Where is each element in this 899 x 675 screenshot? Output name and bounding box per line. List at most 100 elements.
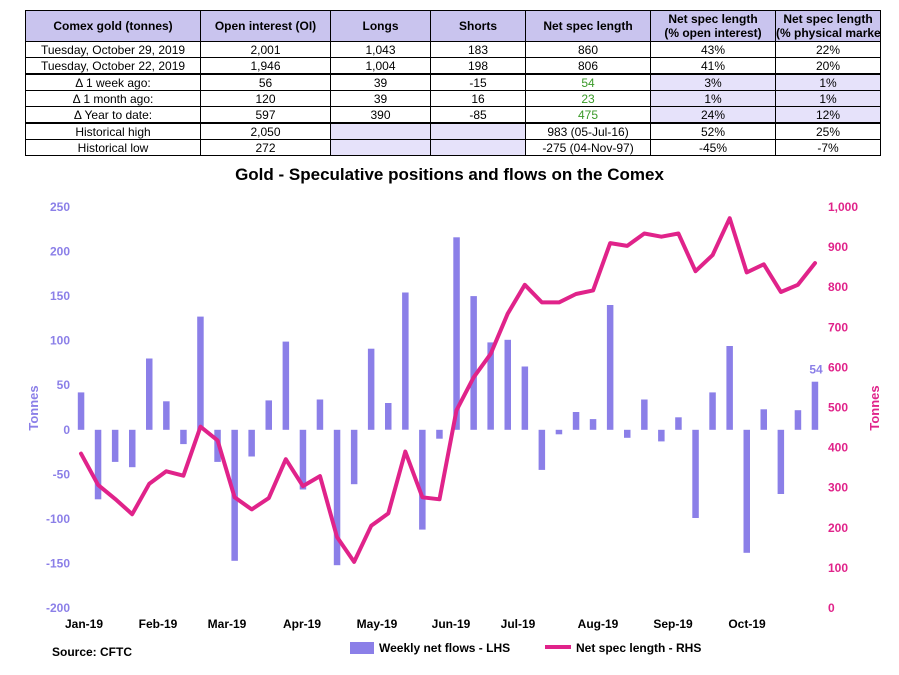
flow-bar	[146, 358, 153, 430]
flow-bar	[77, 392, 85, 430]
flow-bar	[743, 429, 750, 553]
table-cell: 1,043	[330, 41, 431, 58]
x-axis-tick: Jun-19	[432, 617, 471, 631]
table-cell: Tuesday, October 29, 2019	[25, 41, 201, 58]
header-cell: Net spec length (% physical market)	[775, 10, 881, 42]
flow-bar	[726, 346, 733, 430]
flow-bar	[265, 400, 272, 430]
left-axis-tick: -50	[53, 467, 71, 481]
legend-swatch-line	[545, 645, 571, 649]
flow-bar	[367, 348, 375, 430]
flow-bar	[453, 237, 460, 430]
table-cell: 23	[525, 90, 651, 107]
legend-item-bars: Weekly net flows - LHS	[350, 641, 510, 655]
left-axis-label: Tonnes	[26, 385, 41, 430]
left-axis-tick: 200	[50, 245, 70, 259]
x-axis-tick: Mar-19	[208, 617, 247, 631]
right-axis-tick: 500	[828, 401, 848, 415]
right-axis-tick: 200	[828, 521, 848, 535]
left-axis-tick: 250	[50, 200, 70, 214]
table-cell: 2,001	[200, 41, 331, 58]
flow-bar	[606, 305, 614, 430]
legend-label-line: Net spec length - RHS	[576, 641, 702, 655]
flow-bar	[436, 429, 443, 439]
left-axis-tick: 150	[50, 289, 70, 303]
x-axis-tick: Feb-19	[139, 617, 178, 631]
source-note: Source: CFTC	[52, 645, 133, 659]
right-axis-tick: 1,000	[828, 200, 858, 214]
right-axis-tick: 400	[828, 441, 848, 455]
table-cell: 22%	[775, 41, 881, 58]
flow-bar	[129, 429, 136, 468]
table-cell: 1%	[775, 73, 881, 91]
flow-bar	[675, 417, 682, 430]
data-label: 54	[809, 363, 823, 377]
flow-bar	[504, 339, 511, 430]
left-axis-tick: 50	[57, 378, 71, 392]
left-axis-tick: -200	[46, 601, 70, 615]
flow-bar	[589, 419, 597, 430]
flow-bar	[487, 342, 494, 430]
table-cell: 860	[525, 41, 651, 58]
table-cell: 272	[200, 139, 331, 156]
x-axis-tick: May-19	[357, 617, 398, 631]
legend-label-bars: Weekly net flows - LHS	[379, 641, 511, 655]
x-axis-tick: Aug-19	[578, 617, 619, 631]
right-axis-tick: 600	[828, 360, 848, 374]
table-cell: 24%	[650, 106, 776, 124]
table-cell: 1,004	[330, 57, 431, 75]
table-header-row: Comex gold (tonnes) Open interest (OI) L…	[25, 10, 881, 42]
table-cell: Tuesday, October 22, 2019	[25, 57, 201, 75]
header-cell: Net spec length	[525, 10, 651, 42]
header-cell: Shorts	[430, 10, 526, 42]
table-row: Historical high 2,050 983 (05-Jul-16) 52…	[25, 122, 881, 140]
flow-bar	[111, 429, 119, 462]
table-cell: 1%	[650, 90, 776, 107]
flow-bar	[385, 403, 392, 430]
flow-bar	[163, 401, 170, 430]
flow-bar	[641, 399, 648, 430]
table-row: Δ 1 month ago: 120 39 16 23 1% 1%	[25, 90, 881, 107]
table-cell: -275 (04-Nov-97)	[525, 139, 651, 156]
table-cell: -7%	[775, 139, 881, 156]
flow-bar	[470, 296, 477, 430]
flow-bar	[692, 429, 699, 518]
flow-bar	[521, 366, 529, 430]
positions-table: Comex gold (tonnes) Open interest (OI) L…	[25, 10, 881, 156]
flow-bar	[794, 410, 802, 430]
right-axis-tick: 800	[828, 280, 848, 294]
flow-bar	[811, 381, 819, 430]
net-spec-line	[79, 216, 817, 564]
table-cell: -85	[430, 106, 526, 124]
flow-bar	[316, 399, 324, 430]
flow-bar	[760, 409, 767, 430]
right-axis-tick: 100	[828, 561, 848, 575]
table-cell	[430, 139, 526, 156]
left-axis-tick: -100	[46, 512, 70, 526]
flow-bar	[94, 429, 102, 500]
table-cell: 120	[200, 90, 331, 107]
flow-bar	[555, 429, 563, 435]
x-axis-tick: Sep-19	[653, 617, 693, 631]
flow-bar	[658, 429, 665, 442]
x-axis-tick: Jul-19	[501, 617, 536, 631]
flow-bar	[282, 341, 290, 430]
left-axis-tick: -150	[46, 556, 70, 570]
table-cell: Δ 1 month ago:	[25, 90, 201, 107]
table-cell: 1%	[775, 90, 881, 107]
flow-bar	[197, 316, 204, 430]
flow-bar	[572, 412, 580, 430]
flow-bar	[333, 429, 341, 566]
flow-bar	[538, 429, 546, 470]
table-cell: 43%	[650, 41, 776, 58]
flow-bar	[402, 292, 409, 430]
right-axis-tick: 700	[828, 320, 848, 334]
flow-bar	[350, 429, 358, 485]
flow-bar	[709, 392, 716, 430]
right-axis-tick: 900	[828, 240, 848, 254]
x-axis-tick: Apr-19	[283, 617, 321, 631]
right-axis-tick: 300	[828, 481, 848, 495]
left-axis-tick: 100	[50, 334, 70, 348]
table-cell: 52%	[650, 122, 776, 140]
